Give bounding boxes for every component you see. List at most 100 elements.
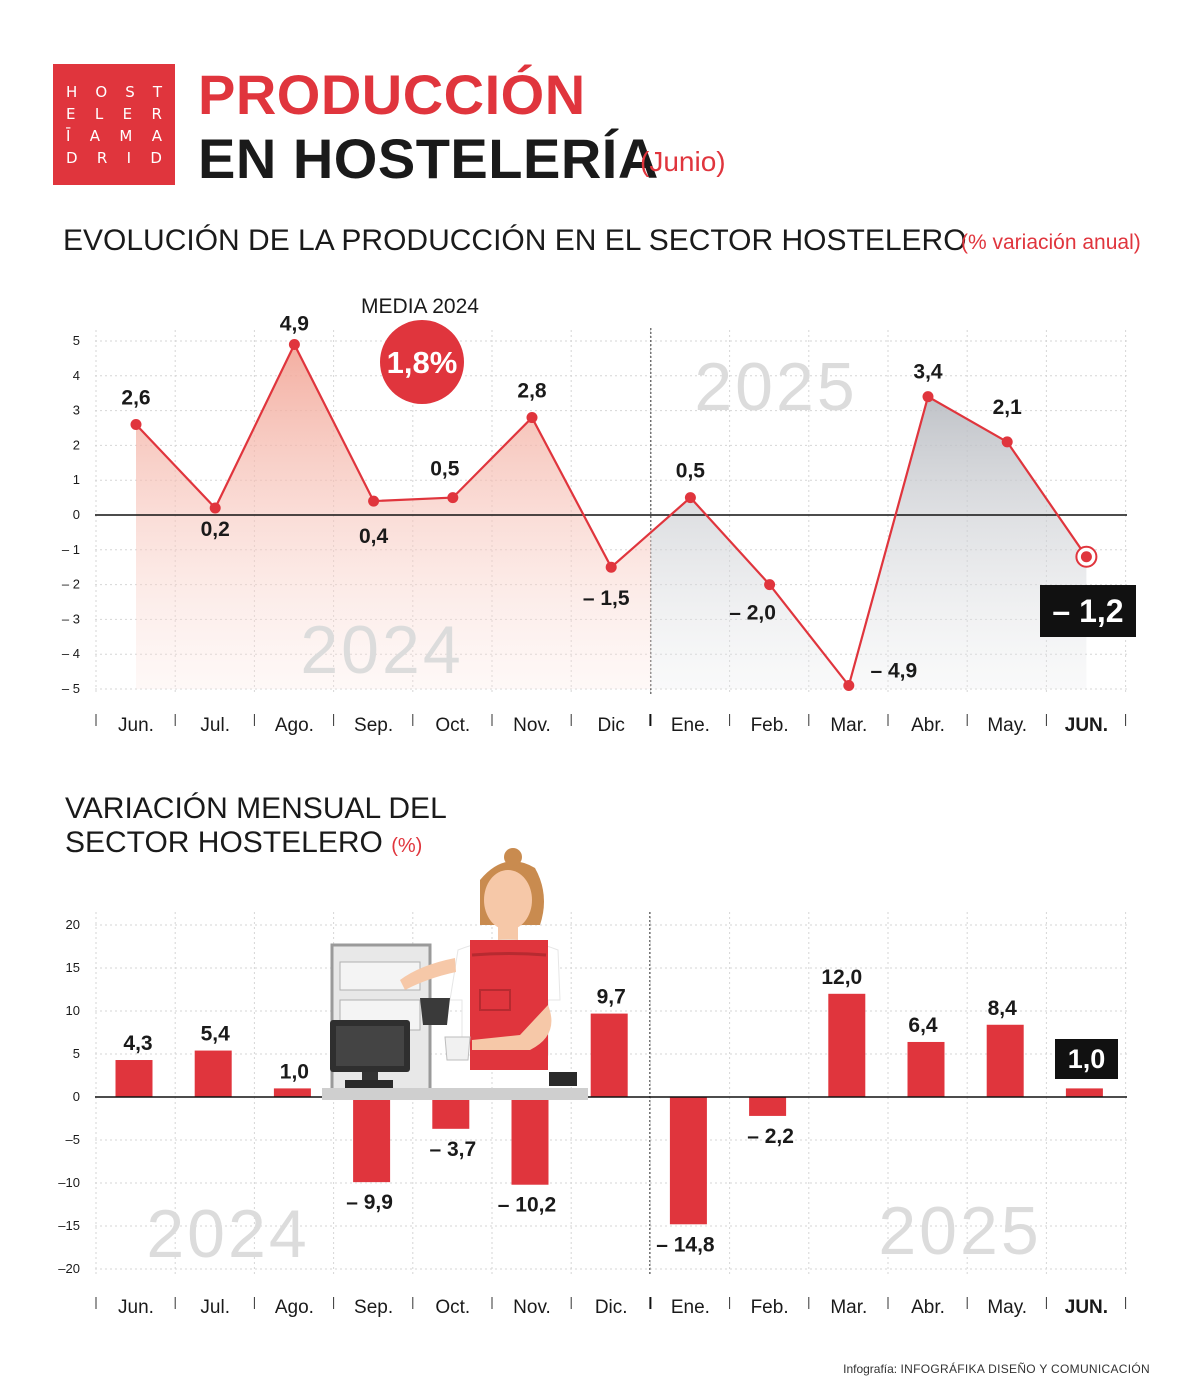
x-tick-label: Ene.	[671, 715, 710, 736]
bar	[907, 1041, 945, 1097]
page-title-line2: EN HOSTELERÍA	[198, 127, 659, 190]
data-label: 4,9	[280, 312, 309, 335]
year-watermark-2024: 2024	[146, 1196, 309, 1272]
logo-letter: S	[125, 82, 135, 101]
area-2024	[136, 344, 651, 689]
y-tick-label: –20	[58, 1261, 80, 1276]
logo-letter: M	[119, 126, 133, 145]
bar	[749, 1097, 787, 1116]
page-title-line1: PRODUCCIÓN	[198, 63, 586, 126]
x-tick-label: JUN.	[1065, 715, 1108, 736]
footer-label: Infografía:	[843, 1362, 898, 1376]
data-label: – 10,2	[498, 1194, 556, 1217]
logo-letter: I	[126, 148, 132, 167]
data-point	[526, 412, 538, 424]
mean-badge	[380, 320, 464, 404]
logo-letter: E	[122, 104, 133, 123]
last-value-badge	[1055, 1039, 1118, 1079]
data-point	[764, 579, 776, 591]
data-label: 6,4	[908, 1014, 938, 1037]
data-label: – 2,2	[747, 1125, 794, 1148]
x-tick-label: May.	[987, 715, 1027, 736]
page-title-month: (Junio)	[640, 146, 726, 177]
footer-credit: Infografía: INFOGRÁFIKA DISEÑO Y COMUNIC…	[843, 1362, 1150, 1376]
mean-value: 1,8%	[387, 345, 458, 380]
x-tick-label: Nov.	[513, 1297, 551, 1318]
x-tick-label: Feb.	[751, 1297, 789, 1318]
chart2-title: VARIACIÓN MENSUAL DEL SECTOR HOSTELERO (…	[65, 792, 485, 863]
x-tick-label: Jul.	[200, 1297, 230, 1318]
y-tick-label: 20	[66, 917, 80, 932]
data-point	[368, 495, 380, 507]
mean-label: MEDIA 2024	[361, 295, 479, 318]
data-label: 8,4	[988, 997, 1018, 1020]
y-tick-label: –5	[66, 1132, 80, 1147]
data-point	[209, 502, 221, 514]
bar	[353, 1097, 391, 1183]
bar	[828, 993, 866, 1097]
y-tick-label: –15	[58, 1218, 80, 1233]
annual-variation-chart: 5 4 3 2 1 0 – 1 – 2 – 3 – 4 – 5 2024 2025 2,6 0,2 4,9…	[62, 295, 1136, 736]
data-label: 2,1	[993, 396, 1023, 419]
bar	[1065, 1088, 1103, 1097]
data-label: – 2,0	[729, 602, 776, 625]
data-label: – 4,9	[870, 660, 917, 683]
x-tick-label: Feb.	[751, 715, 789, 736]
y-tick-label: 0	[73, 507, 80, 522]
data-label: – 1,5	[583, 587, 630, 610]
data-point	[288, 338, 300, 350]
data-point	[843, 680, 855, 692]
y-tick-label: – 2	[62, 577, 80, 592]
logo-letter: R	[151, 104, 162, 123]
x-tick-label: Dic.	[595, 1297, 628, 1318]
x-tick-label: Jul.	[200, 715, 230, 736]
data-label: 5,4	[201, 1023, 231, 1046]
bar	[986, 1024, 1024, 1097]
x-tick-label: Dic	[597, 715, 624, 736]
data-label: 0,4	[359, 525, 389, 548]
last-value-badge	[1040, 585, 1136, 637]
x-tick-label: Mar.	[830, 1297, 867, 1318]
monthly-variation-chart: 20 15 10 5 0 –5 –10 –15 –20 2024 2025 4,3 5,4 1,0 – …	[58, 848, 1127, 1318]
year-watermark-2024: 2024	[300, 612, 463, 688]
y-tick-label: – 5	[62, 681, 80, 696]
y-tick-label: 5	[73, 1046, 80, 1061]
data-label: 12,0	[821, 966, 862, 989]
y-tick-label: – 3	[62, 611, 80, 626]
y-tick-label: 2	[73, 437, 80, 452]
chart2-subtitle: (%)	[391, 835, 423, 857]
x-tick-label: May.	[987, 1297, 1027, 1318]
data-point	[447, 492, 459, 504]
y-tick-label: –10	[58, 1175, 80, 1190]
y-tick-label: 5	[73, 333, 80, 348]
logo-letter: A	[151, 126, 162, 145]
logo-letter: R	[96, 148, 108, 167]
x-tick-label: Oct.	[435, 715, 470, 736]
barista-illustration	[322, 848, 588, 1100]
x-tick-label: Nov.	[513, 715, 551, 736]
data-label: – 9,9	[346, 1191, 393, 1214]
logo-letter: T	[152, 82, 162, 101]
x-tick-label: Abr.	[911, 1297, 945, 1318]
y-tick-label: – 4	[62, 646, 80, 661]
data-label: – 14,8	[656, 1233, 715, 1256]
data-label: 0,2	[201, 518, 230, 541]
y-tick-label: 15	[66, 960, 80, 975]
x-tick-label: Oct.	[435, 1297, 470, 1318]
x-tick-label: Ene.	[671, 1297, 710, 1318]
x-tick-label: Ago.	[275, 715, 314, 736]
chart1-title: EVOLUCIÓN DE LA PRODUCCIÓN EN EL SECTOR …	[63, 224, 967, 257]
data-label: 9,7	[597, 986, 626, 1009]
x-tick-label: Mar.	[830, 715, 867, 736]
bar	[590, 1013, 628, 1097]
x-tick-label: Ago.	[275, 1297, 314, 1318]
data-label: 1,0	[1068, 1044, 1106, 1074]
y-tick-label: 1	[73, 472, 80, 487]
x-tick-label: Sep.	[354, 1297, 393, 1318]
data-label: 3,4	[913, 361, 943, 384]
